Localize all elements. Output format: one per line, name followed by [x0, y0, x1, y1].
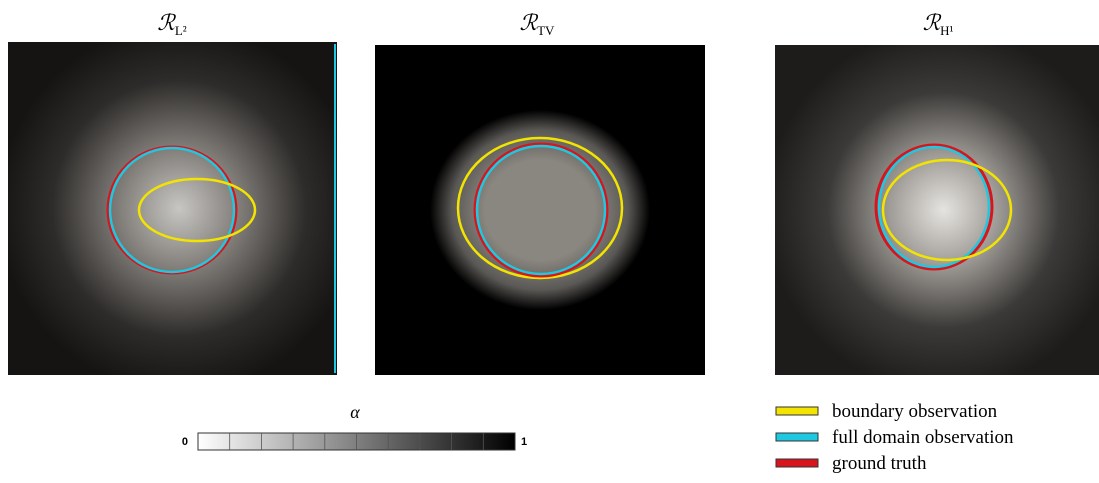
panel-title-main: ℛ: [157, 10, 176, 35]
legend-label: boundary observation: [832, 401, 998, 422]
colorbar-label: α: [350, 402, 360, 422]
legend-swatch: [775, 432, 819, 442]
legend-label: ground truth: [832, 453, 927, 474]
panel-title-sub: H¹: [940, 23, 953, 38]
legend-swatch: [775, 406, 819, 416]
panel-title: ℛH¹: [923, 10, 954, 38]
legend-label: full domain observation: [832, 427, 1014, 448]
legend-swatch: [775, 458, 819, 468]
panel-title-main: ℛ: [520, 10, 539, 35]
panel-image: [8, 42, 337, 375]
colorbar-tick: 0: [182, 436, 188, 448]
panel-title: ℛTV: [520, 10, 556, 38]
colorbar: [197, 432, 516, 451]
panel-title-sub: L²: [175, 23, 187, 38]
legend: boundary observation full domain observat…: [775, 401, 1014, 474]
colorbar-tick: 1: [521, 436, 527, 448]
panel-image: [375, 45, 705, 375]
panel-title-main: ℛ: [923, 10, 942, 35]
panel-title-sub: TV: [537, 23, 555, 38]
panel-title: ℛL²: [157, 10, 187, 38]
panel-image: [775, 45, 1099, 375]
